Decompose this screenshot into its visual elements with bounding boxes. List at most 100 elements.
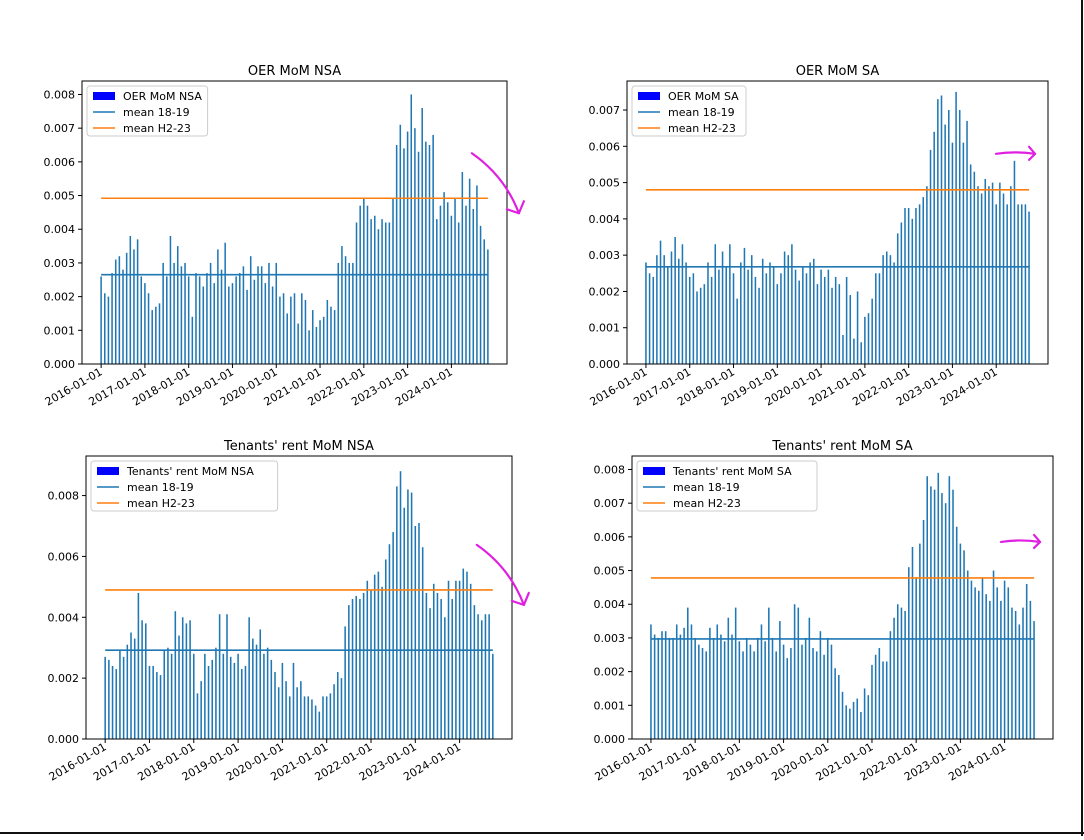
legend-label-mean-18-19: mean 18-19 — [673, 481, 740, 494]
bar — [999, 182, 1001, 364]
bar — [166, 276, 168, 364]
bar — [341, 246, 343, 364]
bar — [707, 262, 709, 364]
bar — [384, 222, 387, 364]
bar — [1025, 584, 1028, 739]
bar — [107, 296, 110, 364]
bar — [908, 567, 910, 739]
bar — [377, 229, 380, 364]
bar — [874, 654, 877, 739]
bar — [363, 198, 365, 364]
bar — [696, 291, 698, 364]
bar — [286, 313, 288, 364]
bar — [893, 617, 895, 739]
bar — [167, 647, 169, 739]
bar — [348, 262, 350, 364]
bar — [996, 587, 998, 739]
bar — [937, 472, 940, 739]
bar — [845, 705, 847, 739]
bar — [827, 269, 830, 364]
bar — [867, 695, 870, 739]
bar — [885, 251, 888, 364]
bar — [233, 662, 236, 739]
bar — [447, 580, 450, 739]
bar — [710, 276, 713, 364]
bar — [769, 262, 771, 364]
bar — [808, 617, 811, 739]
bar — [156, 672, 158, 739]
bar — [760, 624, 763, 739]
bar — [242, 266, 245, 364]
bar — [257, 266, 259, 364]
bar — [252, 638, 254, 739]
bar — [670, 251, 673, 364]
plot-frame — [85, 455, 513, 740]
bar — [761, 258, 764, 364]
bar — [918, 204, 921, 364]
bar — [805, 273, 808, 364]
bar — [352, 262, 354, 364]
bar — [720, 634, 722, 739]
bar — [207, 665, 210, 739]
bar — [137, 592, 140, 739]
y-tick-label: 0.007 — [44, 122, 76, 135]
bar — [672, 637, 674, 739]
bar — [826, 637, 829, 739]
bar — [675, 624, 678, 739]
bar — [440, 599, 442, 739]
bar — [292, 662, 295, 739]
y-tick-label: 0.008 — [44, 88, 76, 101]
bar — [290, 296, 292, 364]
y-tick-label: 0.003 — [594, 632, 626, 645]
bar — [439, 205, 442, 364]
bar — [1022, 607, 1024, 739]
bar — [725, 266, 727, 364]
bar — [842, 334, 844, 364]
bar — [396, 486, 398, 739]
bar — [933, 489, 936, 739]
bar — [988, 186, 990, 364]
legend: OER MoM SA mean 18-19 mean H2-23 — [631, 85, 747, 137]
bar — [871, 298, 873, 364]
bar — [244, 665, 247, 739]
bar — [133, 638, 136, 739]
bar — [727, 617, 730, 739]
bar — [992, 570, 995, 739]
bar — [169, 235, 172, 364]
bar — [984, 178, 987, 364]
y-tick-label: 0.000 — [44, 358, 76, 371]
legend-box — [86, 85, 209, 137]
bar — [860, 342, 862, 364]
y-tick-label: 0.002 — [44, 291, 76, 304]
bar — [275, 262, 278, 364]
bar — [271, 286, 274, 364]
legend: Tenants' rent MoM SA mean 18-19 mean H2-23 — [636, 460, 818, 512]
legend-label-bars: Tenants' rent MoM NSA — [126, 465, 254, 478]
bar — [885, 661, 888, 739]
bar — [281, 662, 284, 739]
bar — [303, 696, 306, 739]
bar — [831, 287, 833, 364]
bar — [712, 637, 715, 739]
bar — [1013, 160, 1016, 364]
bar — [1024, 204, 1027, 364]
bar — [867, 313, 870, 364]
bar — [141, 620, 143, 739]
bar — [224, 242, 226, 364]
bar — [674, 237, 676, 364]
bar — [443, 192, 445, 364]
bar — [282, 293, 285, 364]
bar — [410, 492, 413, 739]
legend-label-mean-h2-23: mean H2-23 — [673, 497, 741, 510]
bar — [791, 244, 793, 364]
bar — [370, 219, 372, 364]
bar — [1020, 204, 1023, 364]
bar — [820, 269, 822, 364]
bar — [732, 273, 735, 364]
bar — [115, 669, 118, 739]
bar — [1011, 607, 1013, 739]
bar — [1029, 600, 1032, 739]
bar — [253, 279, 256, 364]
bar — [852, 701, 855, 739]
